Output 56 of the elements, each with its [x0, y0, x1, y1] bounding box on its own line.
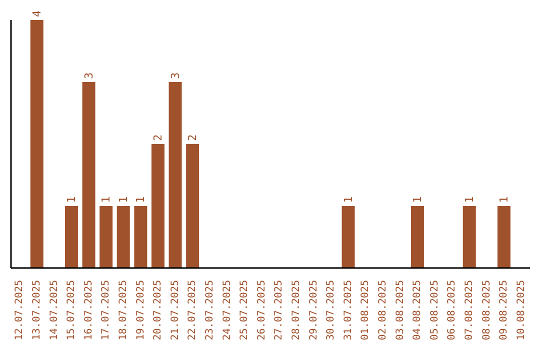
data-label: 4 — [30, 10, 44, 17]
bar — [30, 20, 44, 268]
x-tick-label: 30.07.2025 — [326, 280, 337, 340]
x-tick-label: 06.08.2025 — [446, 280, 458, 340]
bar — [497, 206, 510, 268]
x-tick-label: 05.08.2025 — [429, 280, 440, 340]
x-tick-label: 23.07.2025 — [204, 280, 216, 340]
x-tick-label: 01.08.2025 — [360, 280, 372, 340]
x-tick-label: 12.07.2025 — [14, 280, 26, 340]
data-label: 1 — [64, 196, 78, 203]
x-tick-label: 14.07.2025 — [48, 280, 60, 340]
x-tick-label: 09.08.2025 — [498, 280, 510, 340]
bar — [342, 206, 355, 268]
data-label: 1 — [342, 196, 355, 203]
x-tick-label: 13.07.2025 — [31, 280, 42, 340]
data-label: 1 — [410, 196, 424, 203]
x-tick-label: 08.08.2025 — [481, 280, 492, 340]
bar — [168, 82, 182, 268]
data-label: 1 — [134, 196, 148, 203]
data-label: 1 — [462, 196, 476, 203]
x-tick-label: 22.07.2025 — [187, 280, 198, 340]
x-tick-label: 03.08.2025 — [394, 280, 406, 340]
x-tick-label: 10.08.2025 — [516, 280, 527, 340]
bar — [100, 206, 113, 268]
data-label: 2 — [186, 134, 200, 141]
x-tick-label: 26.07.2025 — [256, 280, 268, 340]
x-tick-label: 27.07.2025 — [274, 280, 285, 340]
bar — [462, 206, 476, 268]
x-tick-label: 02.08.2025 — [377, 280, 388, 340]
x-tick-label: 21.07.2025 — [170, 280, 181, 340]
x-tick-label: 31.07.2025 — [342, 280, 354, 340]
x-tick-label: 07.08.2025 — [464, 280, 475, 340]
data-label: 1 — [497, 196, 510, 203]
bar — [186, 144, 200, 268]
x-tick-label: 19.07.2025 — [135, 280, 146, 340]
data-label: 2 — [151, 134, 164, 141]
x-tick-label: 04.08.2025 — [412, 280, 424, 340]
x-tick-label: 18.07.2025 — [118, 280, 129, 340]
x-tick-label: 16.07.2025 — [83, 280, 94, 340]
bar — [116, 206, 130, 268]
x-tick-label: 24.07.2025 — [222, 280, 233, 340]
bar — [64, 206, 78, 268]
x-tick-label: 20.07.2025 — [152, 280, 164, 340]
x-tick-label: 17.07.2025 — [100, 280, 112, 340]
bar — [134, 206, 148, 268]
x-tick-label: 15.07.2025 — [66, 280, 78, 340]
bar — [82, 82, 96, 268]
x-tick-label: 29.07.2025 — [308, 280, 320, 340]
x-tick-label: 28.07.2025 — [290, 280, 302, 340]
data-label: 3 — [168, 72, 182, 79]
data-label: 1 — [100, 196, 113, 203]
bar — [410, 206, 424, 268]
bar — [151, 144, 164, 268]
data-label: 3 — [82, 72, 96, 79]
x-tick-label: 25.07.2025 — [239, 280, 250, 340]
data-label: 1 — [116, 196, 130, 203]
